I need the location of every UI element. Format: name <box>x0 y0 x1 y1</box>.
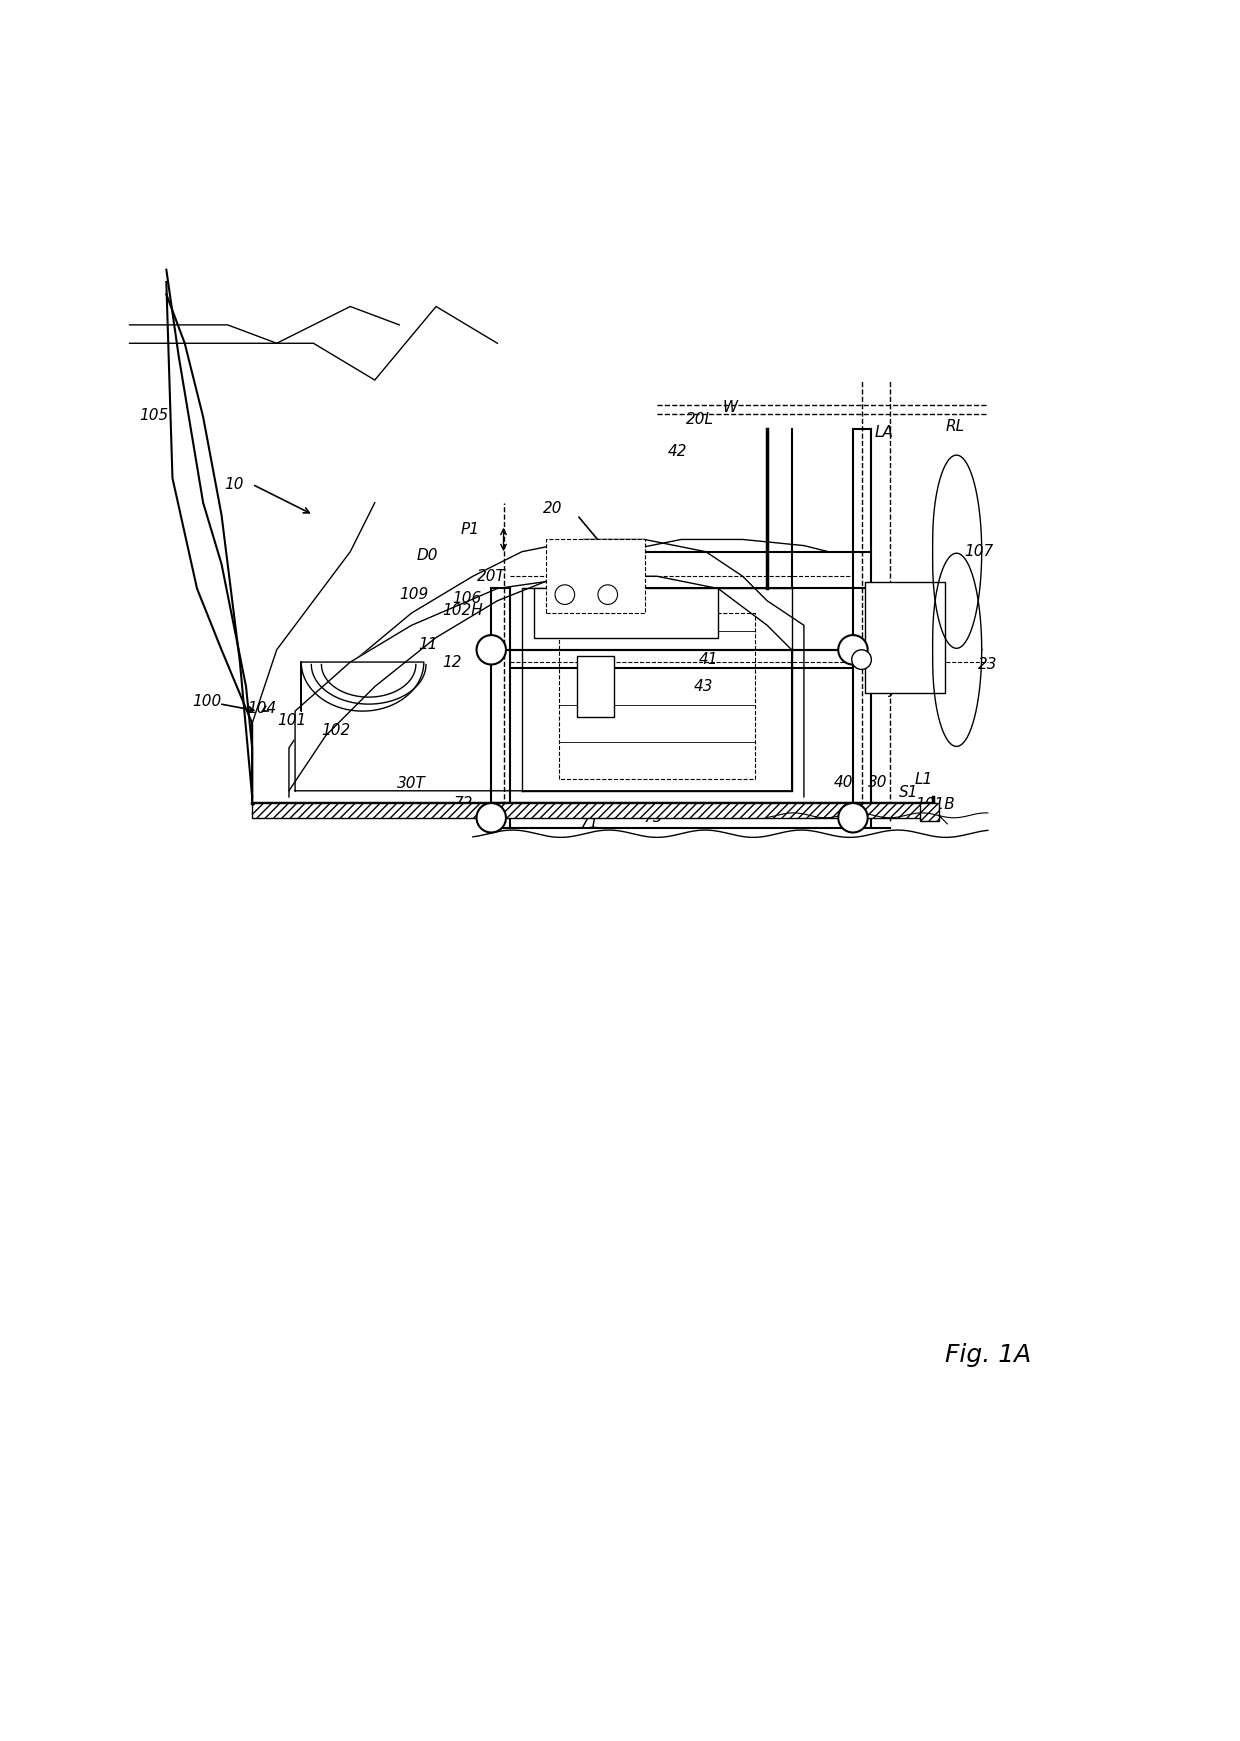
Text: P1: P1 <box>461 522 480 538</box>
Text: 106: 106 <box>453 590 481 606</box>
Bar <box>547 540 645 613</box>
Text: 23: 23 <box>978 656 998 672</box>
Circle shape <box>598 585 618 604</box>
Circle shape <box>852 649 872 670</box>
Bar <box>534 588 718 637</box>
Text: 107: 107 <box>965 545 994 559</box>
Text: 102H: 102H <box>443 602 484 618</box>
Bar <box>920 803 939 822</box>
Text: 73: 73 <box>644 810 663 825</box>
Polygon shape <box>295 576 791 790</box>
Text: 72: 72 <box>454 796 472 811</box>
Circle shape <box>476 803 506 832</box>
Text: 12: 12 <box>443 655 461 670</box>
Text: LA: LA <box>874 425 893 440</box>
Text: 101: 101 <box>277 714 306 728</box>
Circle shape <box>556 585 574 604</box>
Text: 41: 41 <box>698 653 718 667</box>
Bar <box>866 581 945 693</box>
Text: 20J: 20J <box>872 681 895 696</box>
Text: 101B: 101B <box>915 797 955 811</box>
Text: L1: L1 <box>915 773 934 787</box>
Bar <box>577 656 614 717</box>
Text: 20: 20 <box>543 501 562 517</box>
Text: S1: S1 <box>899 785 918 799</box>
Text: P2: P2 <box>564 599 583 615</box>
Circle shape <box>838 635 868 665</box>
Text: 30: 30 <box>868 775 888 790</box>
Text: W: W <box>723 399 738 414</box>
Text: 102: 102 <box>321 723 350 738</box>
Text: 11: 11 <box>418 637 438 653</box>
Text: 20T: 20T <box>477 569 506 583</box>
Text: 42: 42 <box>668 444 687 458</box>
Text: 105: 105 <box>139 407 169 423</box>
Text: 43: 43 <box>693 679 713 695</box>
Text: 10: 10 <box>224 477 243 491</box>
Text: 70: 70 <box>583 801 603 817</box>
Text: 104: 104 <box>247 702 277 716</box>
Circle shape <box>476 635 506 665</box>
Text: 71: 71 <box>579 817 599 832</box>
Circle shape <box>838 803 868 832</box>
Bar <box>252 803 932 818</box>
Text: RL: RL <box>945 420 965 434</box>
Text: D0: D0 <box>417 548 438 562</box>
Text: 20L: 20L <box>686 413 714 427</box>
Text: 40: 40 <box>833 775 853 790</box>
Text: 30T: 30T <box>397 776 427 790</box>
Text: Fig. 1A: Fig. 1A <box>945 1342 1030 1367</box>
Text: 100: 100 <box>192 695 222 709</box>
Text: 109: 109 <box>399 587 429 602</box>
